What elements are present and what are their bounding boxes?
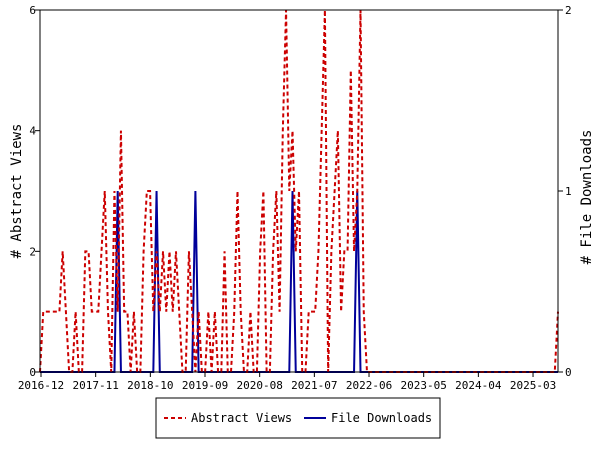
left-axis-title: # Abstract Views — [9, 124, 25, 259]
x-tick-label: 2024-04 — [455, 379, 502, 392]
series-line-abstract-views — [39, 9, 559, 373]
legend-label-abstract-views: Abstract Views — [191, 411, 292, 425]
x-tick-label: 2022-06 — [346, 379, 392, 392]
legend-box — [155, 397, 441, 439]
legend-label-file-downloads: File Downloads — [331, 411, 432, 425]
y-tick-label-right: 0 — [565, 366, 572, 379]
x-tick-label: 2016-12 — [18, 379, 64, 392]
right-axis-title: # File Downloads — [579, 130, 595, 265]
x-tick-label: 2020-08 — [237, 379, 283, 392]
y-tick-label-left: 6 — [29, 4, 36, 17]
legend: Abstract Views File Downloads — [155, 397, 441, 439]
x-tick-label: 2023-05 — [401, 379, 447, 392]
y-tick-label-right: 1 — [565, 185, 572, 198]
y-tick-label-left: 4 — [29, 125, 36, 138]
plot-layer — [39, 9, 559, 373]
x-tick-label: 2017-11 — [72, 379, 118, 392]
axes-layer: 2016-12 2017-11 2018-10 2019-09 2020-08 2021-… — [18, 4, 572, 392]
x-tick-label: 2018-10 — [127, 379, 173, 392]
x-tick-label: 2019-09 — [182, 379, 228, 392]
y-tick-label-left: 2 — [29, 245, 36, 258]
x-tick-label: 2021-07 — [291, 379, 337, 392]
y-tick-label-left: 0 — [29, 366, 36, 379]
y-tick-label-right: 2 — [565, 4, 572, 17]
x-tick-label: 2025-03 — [510, 379, 556, 392]
